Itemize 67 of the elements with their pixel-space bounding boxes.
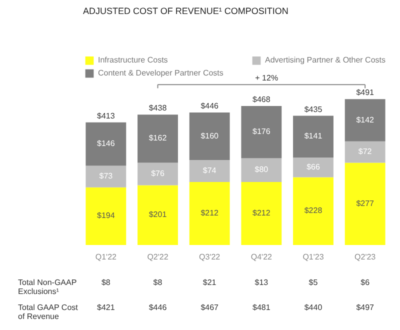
bar [189,112,230,160]
data-label: $162 [148,134,168,143]
bar [241,106,282,158]
bar [241,158,282,182]
total-label: $468 [252,95,271,104]
text: $8 [101,278,111,287]
x-tick-label: Q2'23 [354,252,376,262]
x-tick-label: Q3'22 [199,252,221,262]
text: $467 [200,303,220,312]
text: $5 [308,278,318,287]
data-label: $160 [200,131,220,140]
total-label: $446 [200,102,220,111]
bar [241,182,282,245]
text: $13 [254,278,269,287]
text: $21 [202,278,217,287]
bar [293,116,334,158]
total-label: $413 [97,111,116,120]
data-label: $212 [252,208,271,218]
total-label: $491 [356,88,375,98]
data-label: $201 [148,210,168,220]
bar [344,99,386,142]
text: $446 [148,303,168,312]
data-label: $142 [356,115,375,124]
data-label: $146 [97,139,116,148]
bar [86,166,126,188]
x-tick-label: Q1'23 [302,252,324,262]
data-label: $176 [252,127,271,136]
data-label: $277 [356,198,375,208]
x-tick-label: Q4'22 [250,252,273,262]
bar [344,141,386,163]
text: $440 [304,303,323,312]
bar [189,160,230,182]
bar [293,177,334,245]
bar [189,182,230,245]
data-label: $72 [358,147,372,156]
text: Total GAAP Cost of Revenue [18,303,79,321]
bar [86,122,126,166]
legend-label: Content & Developer Partner Costs [98,68,224,78]
total-label: $438 [148,104,168,113]
bar [138,162,178,186]
x-tick-label: Q2'22 [147,252,169,262]
text: $497 [356,303,375,312]
chart-title: ADJUSTED COST OF REVENUE¹ COMPOSITION [83,6,288,16]
data-label: $141 [304,132,323,141]
data-label: $80 [254,165,269,174]
data-label: $228 [304,206,323,216]
bar [344,162,386,245]
text: $421 [97,303,116,312]
bar [138,185,178,245]
data-label: $76 [151,169,165,178]
text: + 12% [255,74,278,83]
text: $8 [153,278,163,287]
legend-label: Advertising Partner & Other Costs [265,56,386,65]
total-label: $435 [304,104,323,114]
bar [138,114,178,163]
text: Total Non-GAAP Exclusions¹ [18,278,77,296]
text: $6 [360,278,370,287]
data-label: $73 [99,172,114,181]
bar [86,187,126,245]
data-label: $74 [202,166,217,176]
data-label: $194 [97,211,116,220]
data-label: $212 [200,208,220,218]
x-tick-label: Q1'22 [95,252,118,262]
data-label: $66 [306,162,320,172]
text: $481 [252,303,271,312]
bar [293,158,334,178]
legend-label: Infrastructure Costs [98,56,168,65]
